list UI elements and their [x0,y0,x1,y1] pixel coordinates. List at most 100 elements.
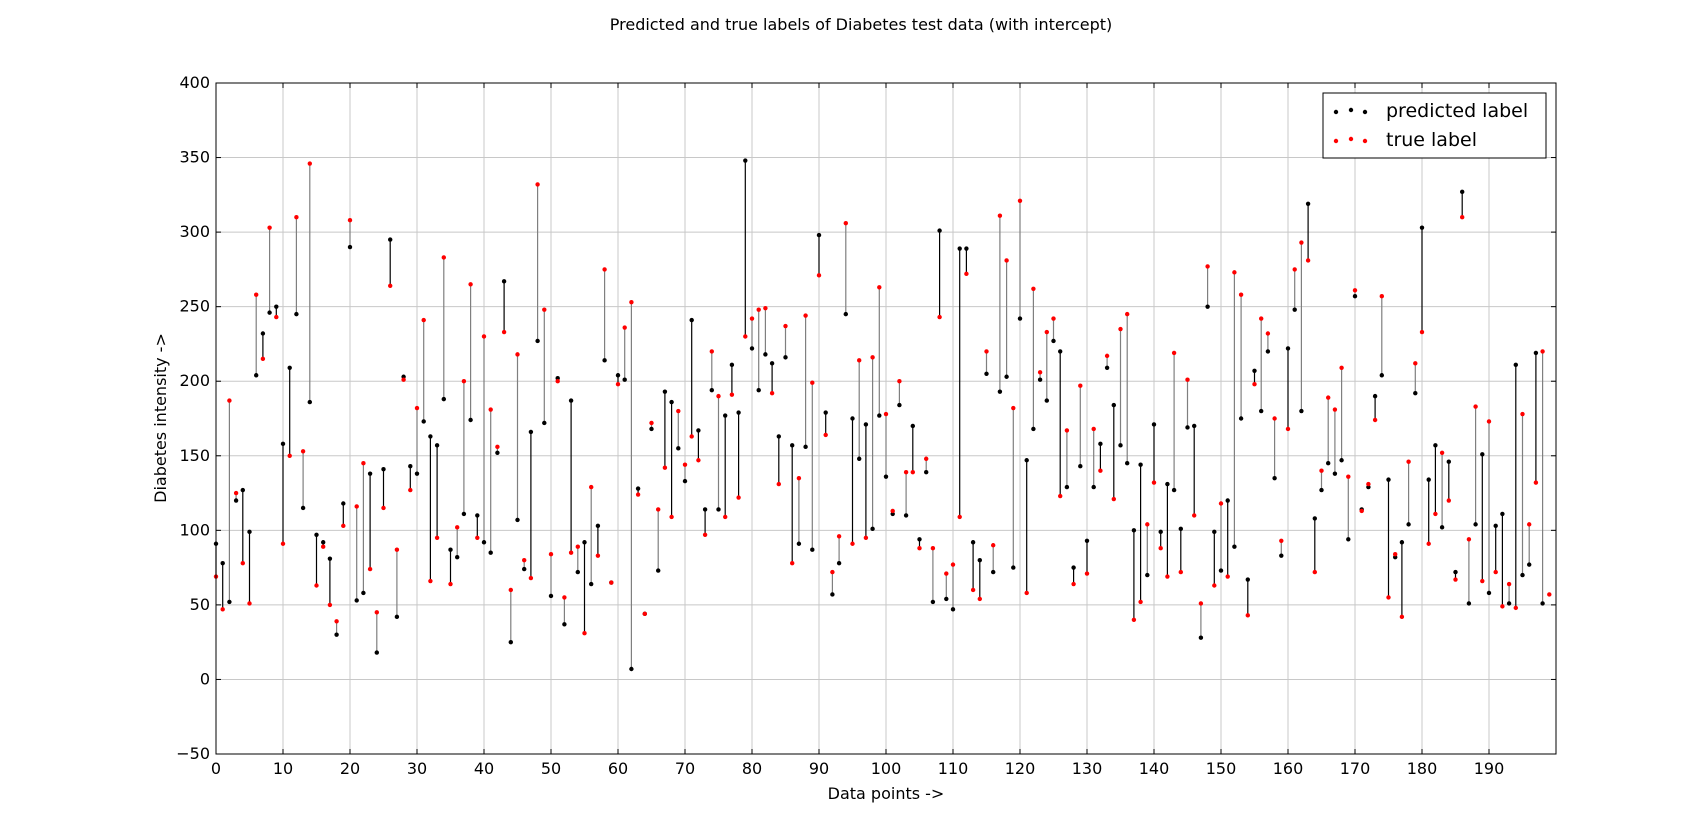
predicted-point [1433,443,1438,448]
predicted-point [260,331,266,336]
true-point [1131,617,1137,622]
legend-marker-true [1333,136,1368,144]
predicted-point [769,361,775,366]
true-point [481,334,487,339]
true-point [1138,599,1143,605]
predicted-point [562,622,567,627]
predicted-point [354,598,359,603]
true-point [1245,613,1251,618]
x-tick-label: 80 [742,759,762,778]
y-tick-label: 0 [200,669,210,688]
predicted-point [1379,373,1385,378]
true-point [1466,537,1472,542]
predicted-point [1051,338,1056,344]
true-point [924,456,929,461]
grid-lines [216,83,1556,754]
predicted-point [1339,458,1344,463]
true-point [334,619,339,624]
predicted-point [1406,522,1411,527]
true-point [609,580,614,585]
true-point [756,307,761,312]
true-point [1305,258,1311,263]
true-point [548,551,554,557]
true-point [1058,493,1063,499]
true-point [1238,292,1244,297]
x-tick-label: 120 [1005,759,1036,778]
predicted-point [1319,487,1324,493]
predicted-point [924,469,929,475]
true-point [944,571,949,576]
predicted-point [307,399,312,405]
true-point [408,487,413,493]
predicted-point [1259,408,1264,414]
predicted-point [756,387,761,393]
true-point [1171,350,1177,356]
predicted-point [776,434,781,439]
true-point [1393,551,1398,557]
predicted-point [1265,349,1271,354]
predicted-point [863,422,869,427]
true-point [1540,349,1545,354]
predicted-point [381,466,386,472]
true-point [910,469,915,475]
true-point [970,587,976,593]
true-point [1091,426,1096,432]
predicted-point [1138,462,1143,467]
true-point [535,182,540,187]
predicted-point [662,389,668,394]
predicted-point [1031,426,1036,432]
legend-marker-predicted [1333,107,1368,115]
true-point [468,282,473,287]
x-tick-label: 130 [1072,759,1103,778]
true-point [602,267,607,272]
true-point [1332,407,1338,412]
predicted-point [334,632,339,637]
true-point [1145,522,1150,527]
predicted-point [1439,525,1445,530]
predicted-point [850,416,855,421]
x-tick-label: 140 [1139,759,1170,778]
predicted-point [1252,368,1257,373]
true-point [307,161,312,166]
x-tick-label: 60 [608,759,628,778]
predicted-point [843,311,848,317]
predicted-point [984,371,989,376]
x-tick-label: 100 [871,759,902,778]
true-point [629,299,634,305]
predicted-point [535,338,540,344]
predicted-point [1098,441,1103,447]
true-point [361,461,366,466]
x-tick-label: 150 [1206,759,1237,778]
true-point [1178,569,1184,575]
true-point [1513,605,1519,611]
true-point [823,432,828,438]
true-point [1071,581,1076,587]
true-point [294,215,299,220]
true-point [1500,604,1505,609]
predicted-point [796,541,802,546]
predicted-point [247,529,252,535]
predicted-point [1486,590,1492,596]
true-point [1493,569,1498,575]
true-point [843,220,848,226]
predicted-point [1125,461,1130,466]
predicted-point [1513,362,1519,368]
true-point [374,610,379,615]
y-tick-label: 400 [179,73,210,92]
predicted-point [522,566,527,572]
y-tick-label: 200 [179,371,210,390]
true-point [1326,395,1331,400]
predicted-point [723,413,728,418]
predicted-point [589,581,594,587]
true-point [736,495,741,500]
true-point [300,449,306,454]
predicted-point [1480,452,1485,457]
predicted-point [602,358,607,363]
predicted-point [729,362,735,368]
true-point [327,602,333,608]
true-point [1104,353,1110,359]
true-point [1460,215,1465,220]
true-point [1218,501,1224,506]
predicted-point [501,279,507,284]
y-tick-label: 100 [179,520,210,539]
